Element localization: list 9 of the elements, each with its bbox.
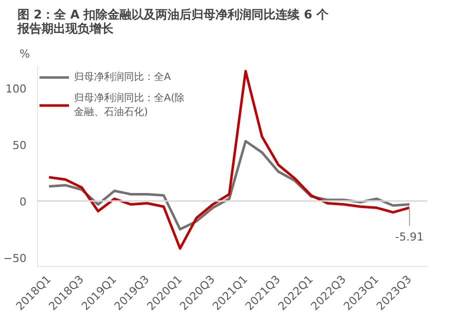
y-tick-label: 100 xyxy=(6,82,27,96)
y-tick-label: −50 xyxy=(3,252,27,265)
annotation: -5.91 xyxy=(395,230,424,244)
y-axis-title: % xyxy=(20,48,30,60)
chart-title: 图 2：全 A 扣除金融以及两油后归母净利润同比连续 6 个报告期出现负增长 xyxy=(16,8,330,36)
y-tick-label: 0 xyxy=(20,196,26,209)
legend-label: 归母净利润同比：全A xyxy=(74,70,171,84)
legend-label: 归母净利润同比：全A(除金融、石油石化) xyxy=(74,92,185,119)
y-tick-label: 50 xyxy=(12,139,27,152)
